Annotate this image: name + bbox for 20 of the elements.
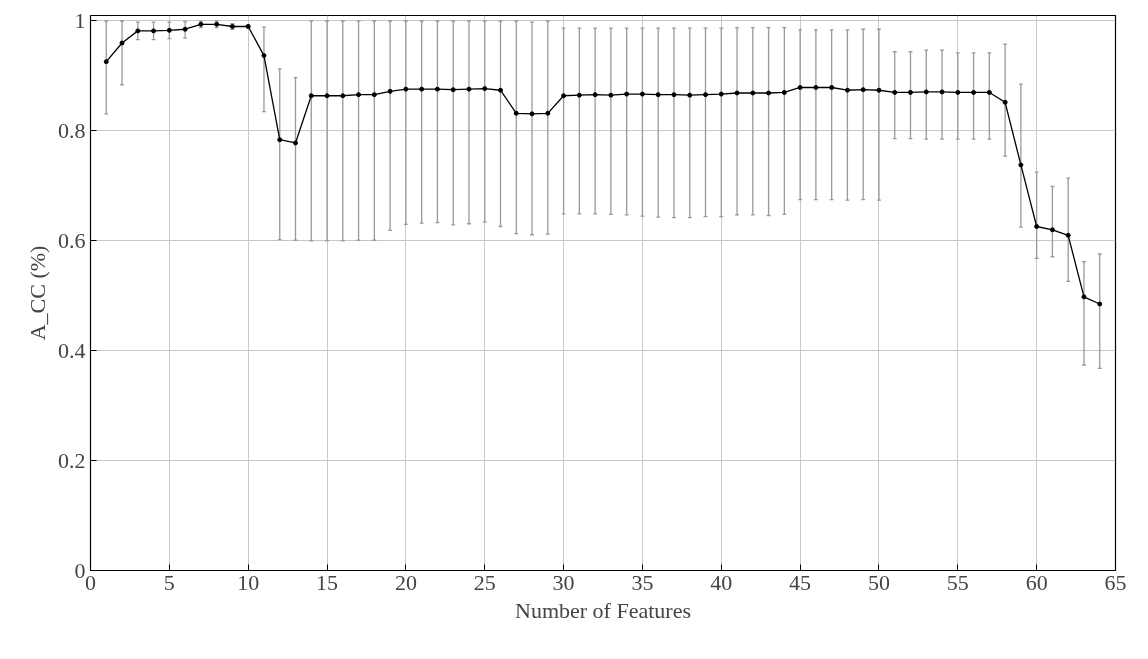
x-tick-label: 10 [237,569,260,595]
y-tick-label: 0.6 [58,227,86,253]
y-tick-label: 0.2 [58,447,86,473]
x-tick-label: 55 [946,569,969,595]
x-tick-label: 50 [867,569,890,595]
x-tick-label: 25 [473,569,496,595]
x-tick-label: 30 [552,569,575,595]
x-tick-label: 35 [631,569,654,595]
x-tick-label: 65 [1104,569,1127,595]
x-tick-label: 15 [316,569,339,595]
y-tick-label: 0.4 [58,337,86,363]
x-tick-label: 45 [789,569,812,595]
x-tick-label: 40 [710,569,733,595]
y-axis-title: A_CC (%) [25,245,50,341]
y-tick-label: 1 [74,8,86,33]
x-axis-title: Number of Features [515,597,691,623]
x-tick-label: 20 [394,569,417,595]
y-tick-label: 0.8 [58,117,86,143]
x-tick-label: 5 [163,569,175,595]
x-tick-label: 60 [1025,569,1048,595]
